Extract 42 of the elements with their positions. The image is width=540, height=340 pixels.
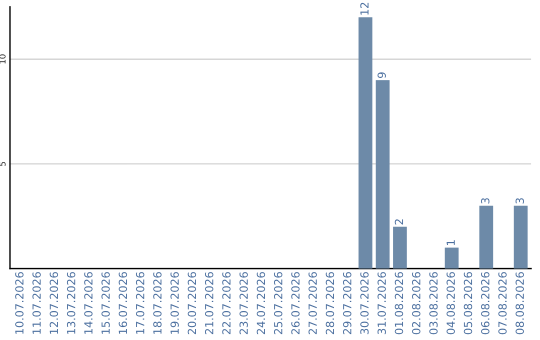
x-tick-label: 26.07.2026 bbox=[291, 272, 300, 334]
x-tick-label: 01.08.2026 bbox=[394, 272, 404, 334]
x-tick-label: 03.08.2026 bbox=[429, 272, 438, 334]
bar bbox=[479, 206, 494, 269]
x-tick-label: 11.07.2026 bbox=[32, 272, 41, 334]
x-tick-label: 10.07.2026 bbox=[15, 272, 24, 334]
x-tick-label: 28.07.2026 bbox=[326, 272, 334, 334]
x-tick-label: 15.07.2026 bbox=[101, 272, 110, 334]
bar bbox=[393, 226, 407, 269]
bar bbox=[376, 80, 390, 269]
x-tick-label: 04.08.2026 bbox=[446, 272, 455, 334]
x-tick-label: 20.07.2026 bbox=[188, 272, 196, 334]
x-tick-label: 21.07.2026 bbox=[204, 272, 214, 334]
data-label: 12 bbox=[360, 2, 369, 15]
x-tick-label: 24.07.2026 bbox=[256, 272, 266, 334]
data-label: 1 bbox=[446, 240, 455, 246]
data-label: 3 bbox=[481, 198, 490, 204]
x-tick-label: 22.07.2026 bbox=[222, 272, 231, 334]
x-tick-label: 07.08.2026 bbox=[498, 272, 507, 334]
x-tick-label: 31.07.2026 bbox=[378, 272, 386, 334]
x-tick-label: 12.07.2026 bbox=[50, 272, 58, 334]
bar bbox=[514, 206, 528, 269]
x-tick-label: 18.07.2026 bbox=[153, 272, 162, 334]
x-tick-label: 23.07.2026 bbox=[239, 272, 248, 334]
data-label: 2 bbox=[394, 219, 404, 225]
bar bbox=[444, 248, 459, 269]
x-tick-label: 30.07.2026 bbox=[360, 272, 369, 334]
x-tick-label: 29.07.2026 bbox=[343, 272, 352, 334]
x-tick-label: 17.07.2026 bbox=[136, 272, 144, 334]
x-tick-label: 25.07.2026 bbox=[274, 272, 282, 334]
x-tick-label: 19.07.2026 bbox=[170, 272, 179, 334]
data-label: 3 bbox=[516, 198, 524, 204]
x-tick-label: 16.07.2026 bbox=[118, 272, 128, 334]
x-tick-label: 08.08.2026 bbox=[516, 272, 524, 334]
x-tick-label: 13.07.2026 bbox=[66, 272, 76, 334]
data-label: 9 bbox=[378, 72, 386, 78]
bar bbox=[358, 17, 372, 269]
x-tick-label: 27.07.2026 bbox=[308, 272, 317, 334]
x-tick-label: 14.07.2026 bbox=[84, 272, 93, 334]
x-tick-label: 02.08.2026 bbox=[412, 272, 420, 334]
x-tick-label: 05.08.2026 bbox=[464, 272, 472, 334]
x-tick-label: 06.08.2026 bbox=[481, 272, 490, 334]
